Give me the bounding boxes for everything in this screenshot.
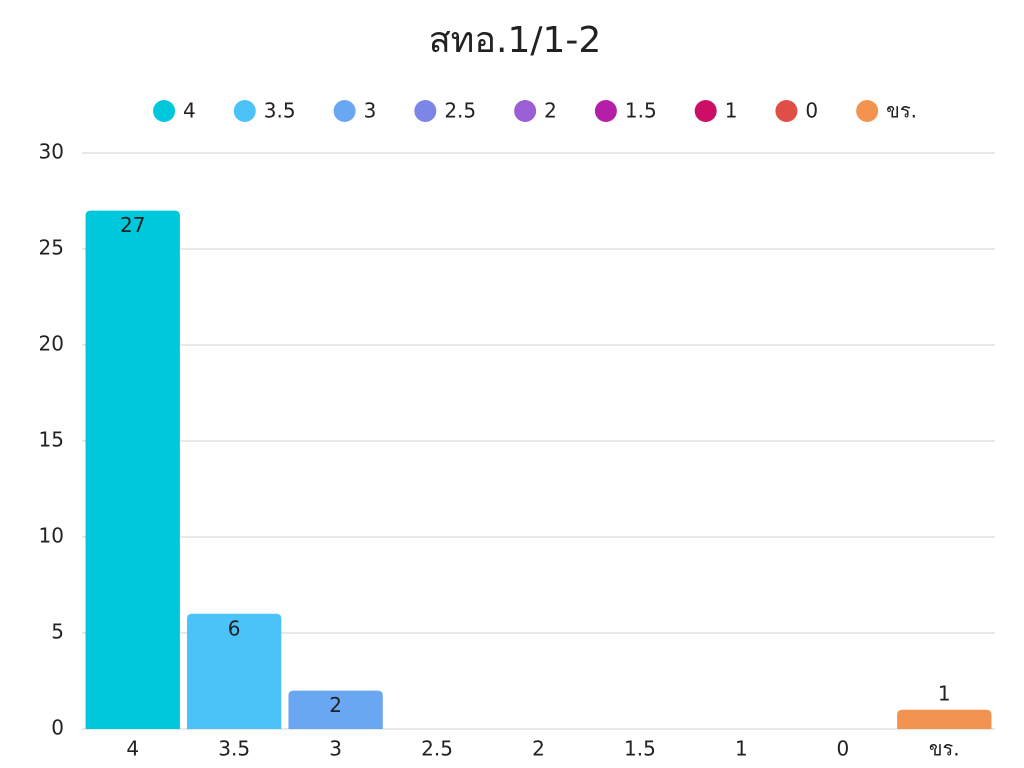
bar — [186, 613, 282, 729]
legend-label: 1 — [725, 99, 738, 123]
x-tick-label: 4 — [126, 737, 139, 761]
y-tick-label: 10 — [39, 524, 64, 548]
legend-marker — [333, 100, 356, 122]
legend-marker — [594, 100, 617, 122]
y-tick-label: 25 — [39, 236, 64, 260]
value-label: 27 — [120, 213, 145, 237]
legend-label: 3.5 — [264, 99, 296, 123]
x-tick-label: 3 — [329, 737, 342, 761]
y-tick-label: 5 — [51, 620, 64, 644]
x-tick-label: 0 — [836, 737, 849, 761]
chart-title: สทอ.1/1-2 — [429, 20, 602, 61]
legend-marker — [514, 100, 537, 122]
y-tick-label: 0 — [51, 716, 64, 740]
legend-label: 1.5 — [625, 99, 657, 123]
legend-marker — [694, 100, 717, 122]
value-label: 2 — [329, 693, 342, 717]
bar — [85, 210, 180, 730]
legend: 4 3.5 3 2.5 2 1.5 1 0 ขร. — [153, 99, 917, 123]
value-label: 6 — [228, 616, 241, 640]
bar — [288, 690, 383, 729]
y-tick-label: 30 — [39, 140, 64, 164]
legend-marker — [153, 100, 176, 122]
legend-label: 0 — [805, 99, 818, 123]
legend-marker — [233, 100, 256, 122]
legend-label: 3 — [364, 99, 377, 123]
bar — [897, 709, 992, 729]
y-tick-label: 15 — [39, 428, 64, 452]
legend-label: ขร. — [886, 99, 917, 123]
x-tick-label: 2.5 — [421, 737, 453, 761]
legend-label: 4 — [183, 99, 196, 123]
x-tick-label: 1 — [735, 737, 748, 761]
legend-marker — [414, 100, 437, 122]
x-tick-label: 2 — [532, 737, 545, 761]
legend-marker — [856, 100, 879, 122]
legend-label: 2.5 — [444, 99, 476, 123]
y-tick-label: 20 — [39, 332, 64, 356]
x-tick-label: ขร. — [929, 737, 960, 761]
x-tick-label: 3.5 — [218, 737, 250, 761]
legend-label: 2 — [544, 99, 557, 123]
legend-marker — [775, 100, 798, 122]
x-tick-label: 1.5 — [624, 737, 656, 761]
value-label: 1 — [938, 681, 951, 705]
